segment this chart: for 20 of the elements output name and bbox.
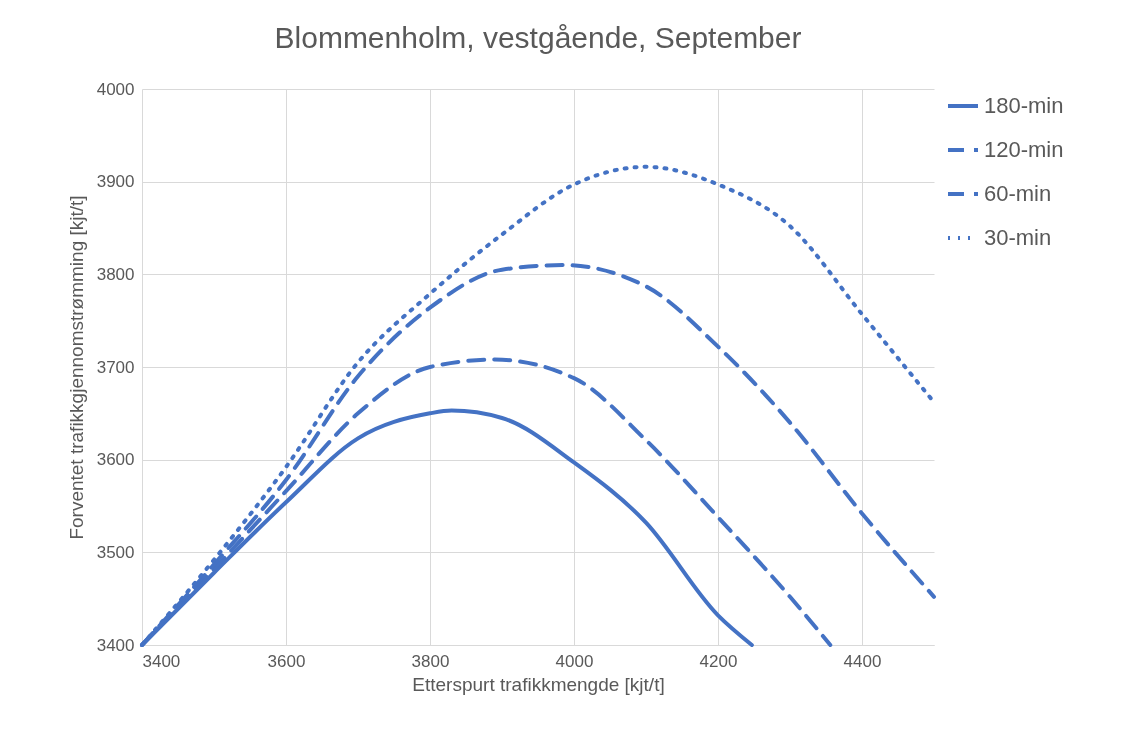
x-tick-label: 3800 <box>411 651 450 671</box>
chart-title: Blommenholm, vestgående, September <box>274 21 802 54</box>
x-tick-label: 3400 <box>142 651 181 671</box>
y-tick-label: 3400 <box>96 635 135 655</box>
y-tick-label: 3600 <box>96 450 135 470</box>
y-tick-label: 3500 <box>96 542 135 562</box>
y-axis-title: Forventet trafikkgjennomstrømming [kjt/t] <box>65 195 87 540</box>
y-tick-label: 4000 <box>96 79 135 99</box>
x-axis-title: Etterspurt trafikkmengde [kjt/t] <box>412 673 665 695</box>
legend-label: 60-min <box>984 181 1052 206</box>
legend-label: 180-min <box>984 93 1064 118</box>
x-tick-label: 3600 <box>267 651 306 671</box>
legend-label: 120-min <box>984 137 1064 162</box>
x-tick-label: 4200 <box>699 651 738 671</box>
y-tick-label: 3700 <box>96 357 135 377</box>
y-tick-label: 3800 <box>96 264 135 284</box>
y-tick-label: 3900 <box>96 172 135 192</box>
legend-label: 30-min <box>984 225 1052 250</box>
x-tick-label: 4400 <box>843 651 882 671</box>
x-tick-label: 4000 <box>555 651 594 671</box>
